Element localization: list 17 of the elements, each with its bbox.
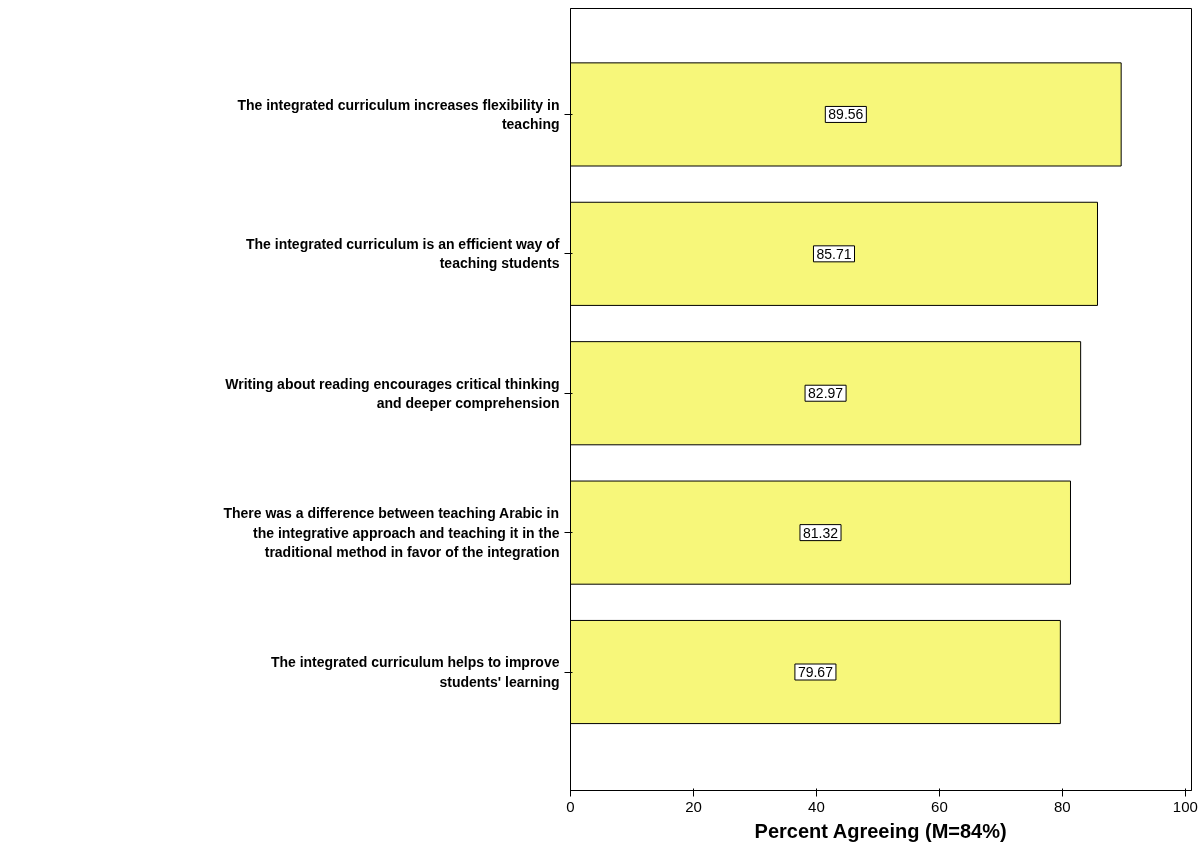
y-tick-label: The integrated curriculum helps to improve students' learning [270, 654, 560, 690]
x-tick-label: 60 [931, 797, 948, 815]
x-tick-label: 20 [685, 797, 702, 815]
x-tick-label: 100 [1172, 797, 1198, 815]
data-label: 82.97 [808, 385, 844, 402]
y-tick-label: Writing about reading encourages critical thinking and deeper comprehension [225, 375, 560, 411]
y-tick-label: The integrated curriculum is an efficient way of teaching students [245, 236, 560, 272]
x-tick-label: 0 [566, 797, 575, 815]
y-tick-label: The integrated curriculum increases flexibility in teaching [237, 96, 560, 133]
data-label: 79.67 [797, 664, 834, 681]
x-axis-title: Percent Agreeing (M=84%) [754, 819, 1007, 842]
x-tick-label: 40 [808, 797, 825, 815]
x-tick-label: 80 [1054, 797, 1071, 815]
data-label: 81.32 [802, 524, 839, 541]
data-label: 85.71 [816, 245, 852, 262]
y-tick-label: There was a difference between teaching Arabic in the integrative approach and teaching it in the traditional method in favor of the integration [223, 505, 560, 560]
data-label: 89.56 [828, 106, 864, 123]
